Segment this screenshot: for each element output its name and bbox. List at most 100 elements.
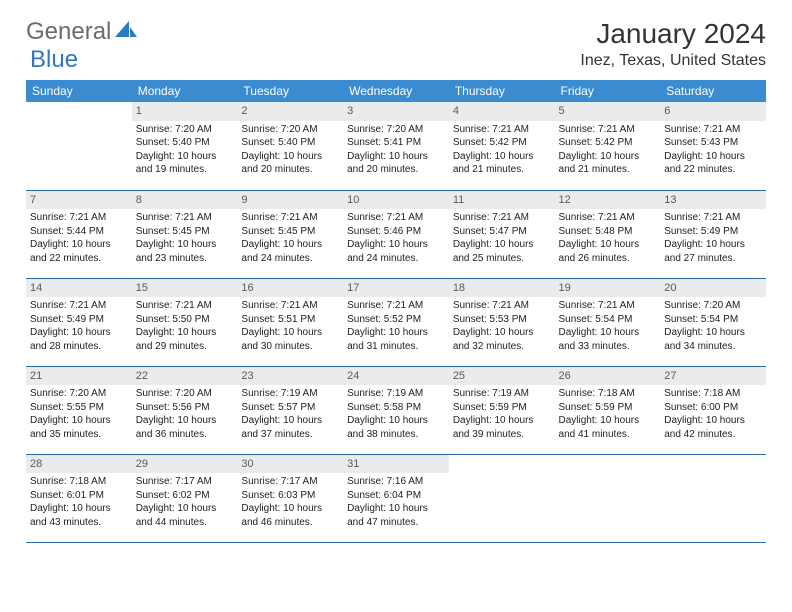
- sunrise-text: Sunrise: 7:20 AM: [347, 123, 445, 137]
- day-details: Sunrise: 7:18 AMSunset: 6:00 PMDaylight:…: [660, 385, 766, 445]
- day-details: Sunrise: 7:21 AMSunset: 5:51 PMDaylight:…: [237, 297, 343, 357]
- day-number: 3: [343, 102, 449, 121]
- calendar-day-cell: 1Sunrise: 7:20 AMSunset: 5:40 PMDaylight…: [132, 102, 238, 190]
- sunrise-text: Sunrise: 7:21 AM: [136, 211, 234, 225]
- day-details: Sunrise: 7:18 AMSunset: 6:01 PMDaylight:…: [26, 473, 132, 533]
- day-details: Sunrise: 7:17 AMSunset: 6:02 PMDaylight:…: [132, 473, 238, 533]
- sunset-text: Sunset: 5:42 PM: [453, 136, 551, 150]
- calendar-day-cell: 2Sunrise: 7:20 AMSunset: 5:40 PMDaylight…: [237, 102, 343, 190]
- day-details: Sunrise: 7:17 AMSunset: 6:03 PMDaylight:…: [237, 473, 343, 533]
- day-number: [660, 455, 766, 459]
- sunset-text: Sunset: 5:44 PM: [30, 225, 128, 239]
- sunrise-text: Sunrise: 7:21 AM: [136, 299, 234, 313]
- calendar-day-cell: 27Sunrise: 7:18 AMSunset: 6:00 PMDayligh…: [660, 366, 766, 454]
- calendar-day-cell: 24Sunrise: 7:19 AMSunset: 5:58 PMDayligh…: [343, 366, 449, 454]
- day-number: 11: [449, 191, 555, 210]
- sunset-text: Sunset: 5:48 PM: [559, 225, 657, 239]
- daylight-text: Daylight: 10 hours and 36 minutes.: [136, 414, 234, 441]
- calendar-week-row: 7Sunrise: 7:21 AMSunset: 5:44 PMDaylight…: [26, 190, 766, 278]
- sunset-text: Sunset: 6:00 PM: [664, 401, 762, 415]
- daylight-text: Daylight: 10 hours and 29 minutes.: [136, 326, 234, 353]
- day-number: 8: [132, 191, 238, 210]
- calendar-day-cell: 18Sunrise: 7:21 AMSunset: 5:53 PMDayligh…: [449, 278, 555, 366]
- sunrise-text: Sunrise: 7:18 AM: [30, 475, 128, 489]
- calendar-day-cell: [555, 454, 661, 542]
- day-details: Sunrise: 7:19 AMSunset: 5:58 PMDaylight:…: [343, 385, 449, 445]
- weekday-header: Friday: [555, 80, 661, 102]
- daylight-text: Daylight: 10 hours and 43 minutes.: [30, 502, 128, 529]
- day-details: Sunrise: 7:19 AMSunset: 5:59 PMDaylight:…: [449, 385, 555, 445]
- day-details: Sunrise: 7:21 AMSunset: 5:42 PMDaylight:…: [555, 121, 661, 181]
- day-details: Sunrise: 7:20 AMSunset: 5:41 PMDaylight:…: [343, 121, 449, 181]
- calendar-day-cell: 26Sunrise: 7:18 AMSunset: 5:59 PMDayligh…: [555, 366, 661, 454]
- calendar-day-cell: 22Sunrise: 7:20 AMSunset: 5:56 PMDayligh…: [132, 366, 238, 454]
- sunset-text: Sunset: 5:57 PM: [241, 401, 339, 415]
- day-details: Sunrise: 7:18 AMSunset: 5:59 PMDaylight:…: [555, 385, 661, 445]
- sunrise-text: Sunrise: 7:21 AM: [30, 299, 128, 313]
- sunset-text: Sunset: 5:49 PM: [664, 225, 762, 239]
- day-number: [449, 455, 555, 459]
- logo: General: [26, 18, 137, 46]
- calendar-day-cell: [26, 102, 132, 190]
- sunrise-text: Sunrise: 7:21 AM: [453, 299, 551, 313]
- sunrise-text: Sunrise: 7:19 AM: [347, 387, 445, 401]
- day-number: 22: [132, 367, 238, 386]
- calendar-day-cell: [449, 454, 555, 542]
- day-number: 29: [132, 455, 238, 474]
- day-number: 28: [26, 455, 132, 474]
- sunset-text: Sunset: 5:42 PM: [559, 136, 657, 150]
- day-number: 23: [237, 367, 343, 386]
- day-number: 6: [660, 102, 766, 121]
- daylight-text: Daylight: 10 hours and 27 minutes.: [664, 238, 762, 265]
- daylight-text: Daylight: 10 hours and 19 minutes.: [136, 150, 234, 177]
- sunrise-text: Sunrise: 7:20 AM: [664, 299, 762, 313]
- daylight-text: Daylight: 10 hours and 46 minutes.: [241, 502, 339, 529]
- day-number: 14: [26, 279, 132, 298]
- weekday-header: Sunday: [26, 80, 132, 102]
- daylight-text: Daylight: 10 hours and 41 minutes.: [559, 414, 657, 441]
- sail-icon: [115, 18, 137, 46]
- day-number: 17: [343, 279, 449, 298]
- calendar-day-cell: 14Sunrise: 7:21 AMSunset: 5:49 PMDayligh…: [26, 278, 132, 366]
- location: Inez, Texas, United States: [580, 52, 766, 70]
- calendar-day-cell: 10Sunrise: 7:21 AMSunset: 5:46 PMDayligh…: [343, 190, 449, 278]
- day-number: 5: [555, 102, 661, 121]
- calendar-day-cell: 21Sunrise: 7:20 AMSunset: 5:55 PMDayligh…: [26, 366, 132, 454]
- sunset-text: Sunset: 5:59 PM: [453, 401, 551, 415]
- weekday-header: Thursday: [449, 80, 555, 102]
- day-number: 20: [660, 279, 766, 298]
- day-details: Sunrise: 7:21 AMSunset: 5:52 PMDaylight:…: [343, 297, 449, 357]
- sunrise-text: Sunrise: 7:20 AM: [136, 123, 234, 137]
- calendar-day-cell: 30Sunrise: 7:17 AMSunset: 6:03 PMDayligh…: [237, 454, 343, 542]
- sunset-text: Sunset: 6:03 PM: [241, 489, 339, 503]
- day-details: Sunrise: 7:21 AMSunset: 5:50 PMDaylight:…: [132, 297, 238, 357]
- daylight-text: Daylight: 10 hours and 30 minutes.: [241, 326, 339, 353]
- calendar-day-cell: 23Sunrise: 7:19 AMSunset: 5:57 PMDayligh…: [237, 366, 343, 454]
- day-number: 31: [343, 455, 449, 474]
- daylight-text: Daylight: 10 hours and 34 minutes.: [664, 326, 762, 353]
- daylight-text: Daylight: 10 hours and 24 minutes.: [347, 238, 445, 265]
- daylight-text: Daylight: 10 hours and 33 minutes.: [559, 326, 657, 353]
- sunrise-text: Sunrise: 7:20 AM: [136, 387, 234, 401]
- month-title: January 2024: [580, 18, 766, 50]
- day-details: Sunrise: 7:20 AMSunset: 5:40 PMDaylight:…: [237, 121, 343, 181]
- day-details: Sunrise: 7:16 AMSunset: 6:04 PMDaylight:…: [343, 473, 449, 533]
- calendar-week-row: 14Sunrise: 7:21 AMSunset: 5:49 PMDayligh…: [26, 278, 766, 366]
- daylight-text: Daylight: 10 hours and 47 minutes.: [347, 502, 445, 529]
- day-number: [26, 102, 132, 106]
- logo-text-blue: Blue: [30, 46, 78, 74]
- day-details: Sunrise: 7:20 AMSunset: 5:55 PMDaylight:…: [26, 385, 132, 445]
- logo-text-general: General: [26, 18, 111, 46]
- sunset-text: Sunset: 5:41 PM: [347, 136, 445, 150]
- sunrise-text: Sunrise: 7:18 AM: [664, 387, 762, 401]
- calendar-day-cell: 3Sunrise: 7:20 AMSunset: 5:41 PMDaylight…: [343, 102, 449, 190]
- daylight-text: Daylight: 10 hours and 20 minutes.: [347, 150, 445, 177]
- sunrise-text: Sunrise: 7:21 AM: [664, 211, 762, 225]
- day-number: 15: [132, 279, 238, 298]
- weekday-header: Wednesday: [343, 80, 449, 102]
- title-block: January 2024 Inez, Texas, United States: [580, 18, 766, 70]
- day-details: Sunrise: 7:21 AMSunset: 5:44 PMDaylight:…: [26, 209, 132, 269]
- calendar-day-cell: 20Sunrise: 7:20 AMSunset: 5:54 PMDayligh…: [660, 278, 766, 366]
- day-details: Sunrise: 7:21 AMSunset: 5:48 PMDaylight:…: [555, 209, 661, 269]
- sunset-text: Sunset: 5:50 PM: [136, 313, 234, 327]
